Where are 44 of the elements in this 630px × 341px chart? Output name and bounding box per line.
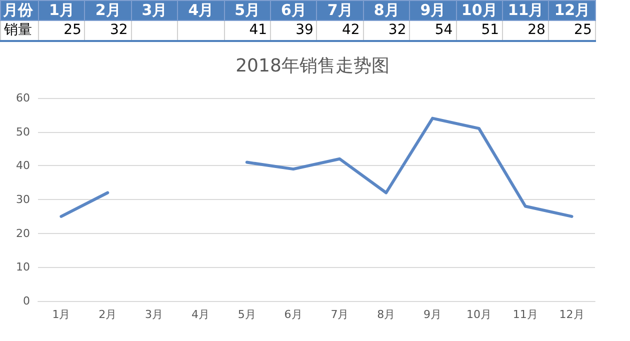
- y-tick-label: 20: [16, 226, 30, 240]
- x-tick-label: 10月: [466, 308, 492, 321]
- data-label: 51: [456, 20, 503, 40]
- data-label: 25: [38, 20, 85, 40]
- data-label: 42: [316, 20, 364, 40]
- chart-title: 2018年销售走势图: [236, 56, 390, 76]
- x-tick-label: 4月: [191, 308, 210, 321]
- x-tick-label: 7月: [330, 308, 349, 321]
- category-label: 10月: [461, 1, 498, 19]
- y-tick-label: 10: [16, 260, 30, 274]
- y-tick-label: 50: [16, 125, 30, 138]
- category-label: 3月: [142, 1, 168, 19]
- y-tick-label: 60: [16, 92, 30, 104]
- x-tick-label: 8月: [377, 308, 396, 321]
- category-label: 4月: [188, 1, 214, 19]
- data-label: 54: [410, 20, 456, 40]
- data-label: 32: [363, 20, 410, 40]
- category-label: 7月: [327, 1, 353, 19]
- x-tick-label: 2月: [98, 308, 117, 321]
- category-label: 2月: [95, 1, 121, 19]
- category-label: 11月: [508, 1, 544, 19]
- category-label: 5月: [234, 1, 260, 19]
- x-tick-label: 3月: [145, 308, 164, 321]
- x-tick-label: 9月: [424, 308, 442, 321]
- x-tick-label: 6月: [284, 308, 302, 321]
- x-tick-label: 11月: [512, 308, 538, 321]
- y-tick-label: 40: [16, 159, 30, 172]
- data-label: 25: [548, 20, 596, 40]
- data-label: 41: [224, 20, 271, 40]
- category-label: 9月: [420, 1, 446, 19]
- data-label: 32: [84, 20, 132, 40]
- x-tick-label: 12月: [559, 308, 584, 321]
- category-label: 12月: [554, 1, 590, 19]
- data-label: 28: [502, 20, 549, 40]
- data-label: 39: [270, 20, 317, 40]
- y-tick-label: 30: [16, 193, 30, 206]
- text: 月份: [0, 0, 38, 20]
- category-label: 8月: [374, 1, 400, 19]
- x-tick-label: 1月: [52, 308, 70, 321]
- text: 销量: [0, 20, 38, 40]
- x-tick-label: 5月: [238, 308, 256, 321]
- y-tick-label: 0: [23, 294, 30, 308]
- category-label: 6月: [281, 1, 306, 19]
- category-label: 1月: [48, 1, 74, 19]
